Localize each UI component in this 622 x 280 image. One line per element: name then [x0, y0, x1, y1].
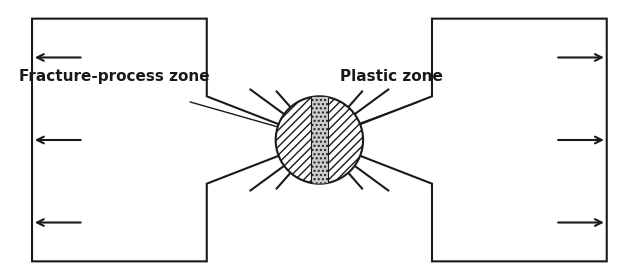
Bar	[310, 96, 328, 184]
Text: Fracture-process zone: Fracture-process zone	[19, 69, 210, 84]
Text: Plastic zone: Plastic zone	[340, 69, 443, 84]
Circle shape	[276, 96, 363, 184]
Polygon shape	[32, 19, 319, 261]
Polygon shape	[319, 19, 606, 261]
